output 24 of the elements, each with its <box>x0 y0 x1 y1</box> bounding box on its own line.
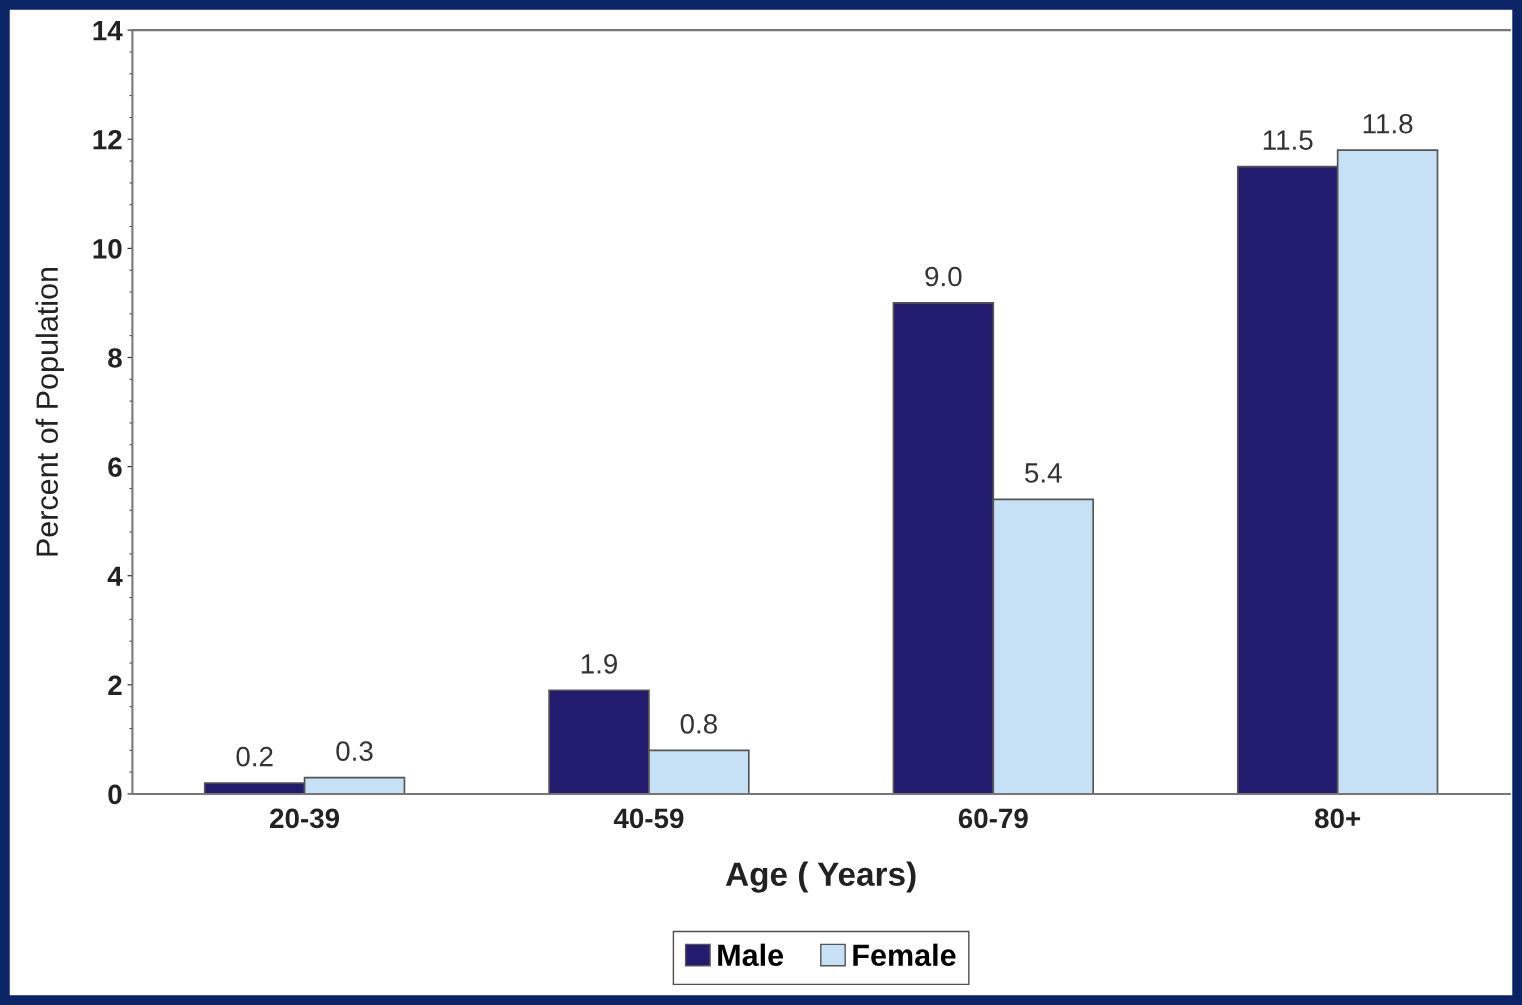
data-label: 9.0 <box>925 266 962 287</box>
x-tick-label: 60-79 <box>958 808 1028 829</box>
y-tick-label: 2 <box>108 675 122 695</box>
data-label: 0.3 <box>336 741 373 761</box>
y-tick-label: 8 <box>108 348 122 368</box>
x-axis-title: Age ( Years) <box>725 861 916 893</box>
x-tick-label: 40-59 <box>613 808 684 829</box>
data-label: 5.4 <box>1025 463 1062 483</box>
legend-label: Male <box>718 943 784 967</box>
data-label: 0.8 <box>680 714 717 734</box>
data-label: 1.9 <box>581 654 617 674</box>
legend-label: Female <box>853 943 956 967</box>
x-tick-label: 80+ <box>1314 808 1361 829</box>
y-tick-label: 12 <box>93 129 122 150</box>
y-tick-label: 0 <box>108 784 122 805</box>
y-tick-label: 4 <box>107 566 123 586</box>
y-tick-label: 10 <box>93 239 122 259</box>
x-tick-label: 20-39 <box>270 808 340 829</box>
data-label: 0.2 <box>236 746 273 767</box>
y-tick-label: 6 <box>108 457 122 477</box>
data-label: 11.5 <box>1263 130 1313 150</box>
y-axis-title: Percent of Population <box>35 267 65 556</box>
y-tick-label: 14 <box>93 21 123 41</box>
data-label: 11.8 <box>1363 113 1413 134</box>
